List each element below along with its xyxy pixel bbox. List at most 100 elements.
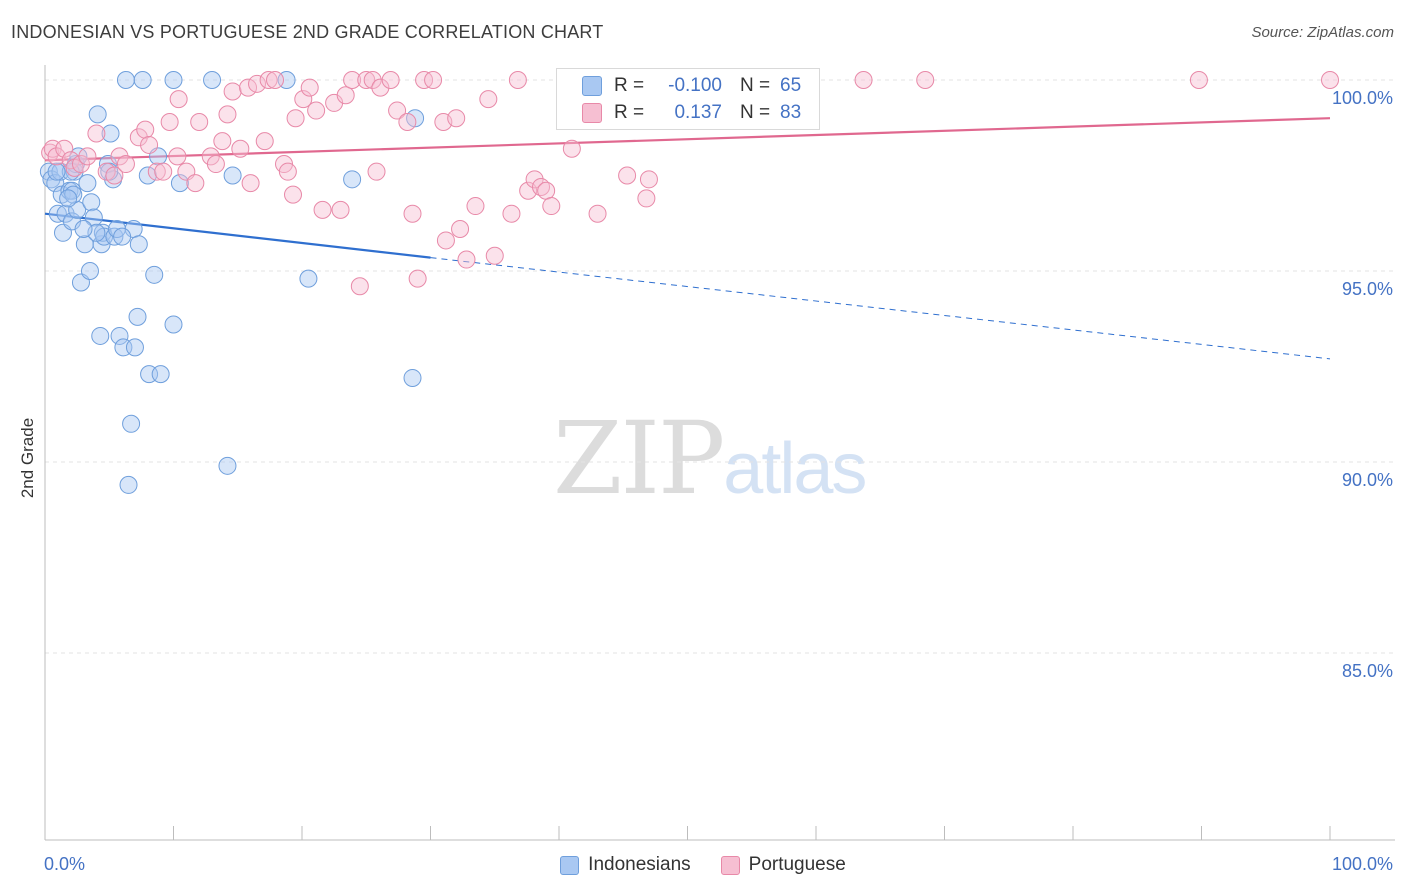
point-portuguese [357, 71, 376, 89]
point-indonesians [46, 174, 65, 193]
point-indonesians [170, 174, 189, 193]
legend-item-portuguese[interactable]: Portuguese [720, 854, 846, 876]
stats-n-label: N = [740, 75, 771, 96]
watermark-atlas: atlas [723, 429, 867, 509]
point-portuguese [87, 124, 106, 143]
point-portuguese [213, 132, 232, 151]
stats-r-label: R = [614, 75, 645, 96]
point-portuguese [223, 82, 242, 101]
point-portuguese [47, 147, 66, 166]
point-indonesians [128, 307, 147, 326]
point-portuguese [403, 204, 422, 223]
stats-row-portuguese: R = 0.137 N = 83 [557, 100, 801, 126]
point-indonesians [223, 166, 242, 185]
point-indonesians [122, 414, 141, 433]
trend-line-indonesians [44, 212, 431, 259]
point-portuguese [424, 71, 443, 89]
point-portuguese [637, 189, 656, 208]
point-indonesians [164, 315, 183, 334]
point-portuguese [502, 204, 521, 223]
point-portuguese [190, 113, 209, 132]
point-indonesians [59, 189, 78, 208]
point-indonesians [65, 162, 84, 181]
chart-title: INDONESIAN VS PORTUGUESE 2ND GRADE CORRE… [11, 22, 604, 42]
point-indonesians [133, 71, 152, 89]
point-portuguese [451, 219, 470, 238]
point-indonesians [299, 269, 318, 288]
point-indonesians [145, 265, 164, 284]
point-portuguese [129, 128, 148, 147]
point-portuguese [136, 120, 155, 139]
watermark-zip: ZIP [553, 400, 725, 517]
trend-lines [44, 117, 1331, 360]
point-portuguese [331, 200, 350, 219]
point-portuguese [508, 71, 527, 89]
point-portuguese [78, 147, 97, 166]
stats-legend: R = -0.100 N = 65 R = 0.137 N = 83 [556, 68, 820, 130]
point-indonesians [119, 475, 138, 494]
point-portuguese [218, 105, 237, 124]
point-portuguese [105, 166, 124, 185]
point-portuguese [562, 139, 581, 158]
point-portuguese [206, 155, 225, 174]
point-portuguese [336, 86, 355, 105]
legend-item-indonesians[interactable]: Indonesians [560, 854, 691, 876]
point-indonesians [47, 162, 66, 181]
point-indonesians [129, 235, 148, 254]
point-portuguese [266, 71, 285, 89]
point-portuguese [300, 78, 319, 97]
point-portuguese [160, 113, 179, 132]
trend-extension-indonesians [430, 257, 1331, 360]
stats-r-value: -0.100 [668, 75, 722, 96]
point-portuguese [71, 155, 90, 174]
point-portuguese [241, 174, 260, 193]
point-indonesians [80, 262, 99, 280]
point-indonesians [51, 162, 70, 181]
point-portuguese [313, 200, 332, 219]
point-portuguese [248, 74, 267, 93]
point-portuguese [485, 246, 504, 265]
point-portuguese [466, 197, 485, 216]
point-portuguese [231, 139, 250, 158]
point-portuguese [854, 71, 873, 89]
point-portuguese [343, 71, 362, 89]
point-portuguese [588, 204, 607, 223]
point-indonesians [48, 204, 67, 223]
stats-n-label: N = [740, 102, 771, 123]
data-points [39, 71, 1339, 494]
point-indonesians [203, 71, 222, 89]
point-portuguese [116, 155, 135, 174]
stats-n-value: 65 [780, 75, 802, 96]
point-portuguese [436, 231, 455, 250]
point-portuguese [154, 162, 173, 181]
series-legend: Indonesians Portuguese [0, 852, 1406, 878]
point-indonesians [116, 71, 135, 89]
point-portuguese [916, 71, 935, 89]
point-portuguese [381, 71, 400, 89]
point-portuguese [259, 71, 278, 89]
point-portuguese [55, 139, 74, 158]
point-indonesians [138, 166, 157, 185]
y-tick-label: 85.0% [1342, 661, 1393, 681]
legend-label-portuguese: Portuguese [748, 854, 846, 875]
point-indonesians [110, 326, 129, 345]
point-indonesians [164, 71, 183, 89]
legend-label-indonesians: Indonesians [588, 854, 691, 875]
point-portuguese [307, 101, 326, 120]
point-portuguese [639, 170, 658, 189]
legend-swatch-portuguese [720, 855, 740, 875]
point-portuguese [398, 113, 417, 132]
point-portuguese [388, 101, 407, 120]
point-portuguese [255, 132, 274, 151]
x-tick-label-max: 100.0% [1332, 854, 1393, 874]
point-portuguese [457, 250, 476, 269]
point-indonesians [403, 368, 422, 387]
point-portuguese [350, 277, 369, 296]
point-portuguese [239, 78, 258, 97]
point-portuguese [286, 109, 305, 128]
point-indonesians [78, 174, 97, 193]
stats-swatch-indonesians [582, 76, 602, 96]
point-indonesians [125, 338, 144, 357]
point-portuguese [1189, 71, 1208, 89]
stats-row-indonesians: R = -0.100 N = 65 [557, 73, 801, 99]
